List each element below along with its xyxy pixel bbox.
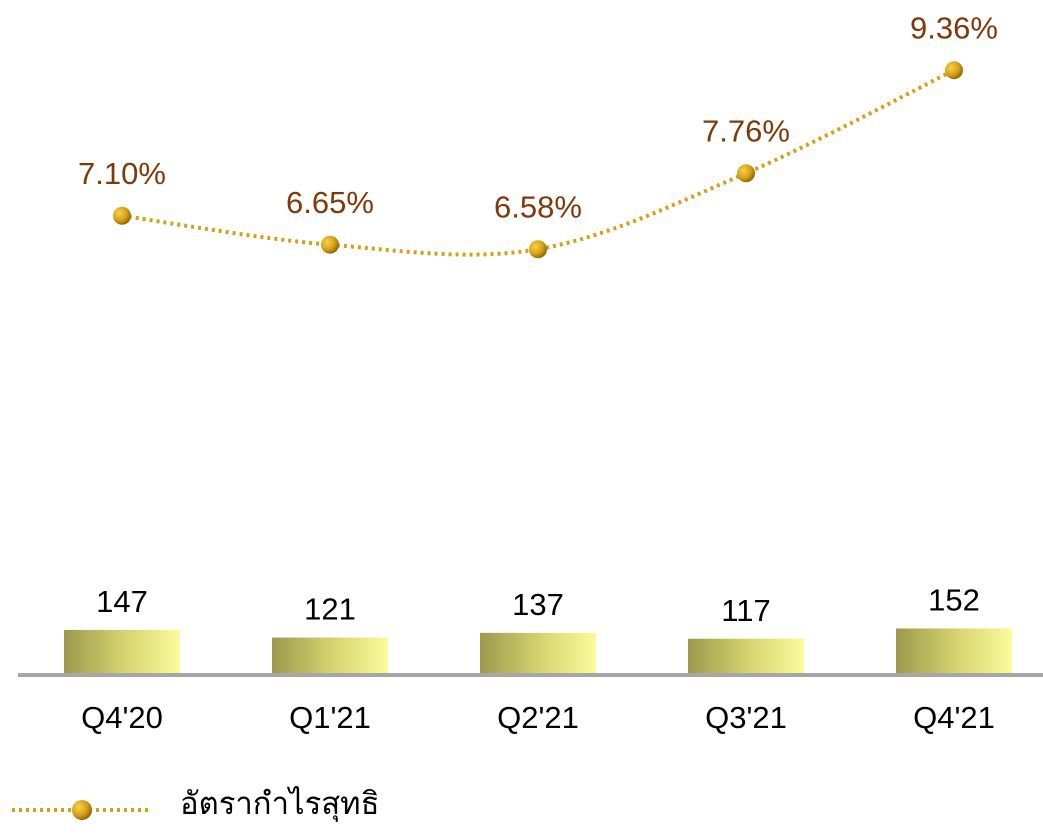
line-marker (321, 235, 339, 254)
bar (688, 638, 804, 673)
line-label: 6.65% (286, 185, 374, 220)
bar (64, 629, 180, 673)
line-label: 9.36% (910, 10, 998, 45)
bar (480, 632, 596, 673)
line-marker (945, 61, 963, 80)
legend-marker (72, 800, 92, 820)
line (121, 68, 955, 257)
line-label: 7.10% (78, 156, 166, 191)
x-tick-label: Q4'20 (81, 700, 163, 735)
bar-label: 137 (512, 587, 564, 622)
line-marker (529, 240, 547, 259)
bar-label: 147 (96, 584, 148, 619)
x-tick-label: Q3'21 (705, 700, 787, 735)
x-tick-label: Q4'21 (913, 700, 995, 735)
x-tick-label: Q2'21 (497, 700, 579, 735)
bar (896, 628, 1012, 673)
legend-label: อัตรากำไรสุทธิ (180, 786, 380, 823)
x-tick-label: Q1'21 (289, 700, 371, 735)
line-label: 7.76% (702, 113, 790, 148)
bar-label: 117 (721, 593, 770, 628)
line-marker (737, 164, 755, 183)
bar (272, 637, 388, 673)
bar-label: 152 (928, 583, 980, 618)
line-marker (113, 206, 131, 225)
line-label: 6.58% (494, 189, 582, 224)
bar-label: 121 (304, 592, 356, 627)
